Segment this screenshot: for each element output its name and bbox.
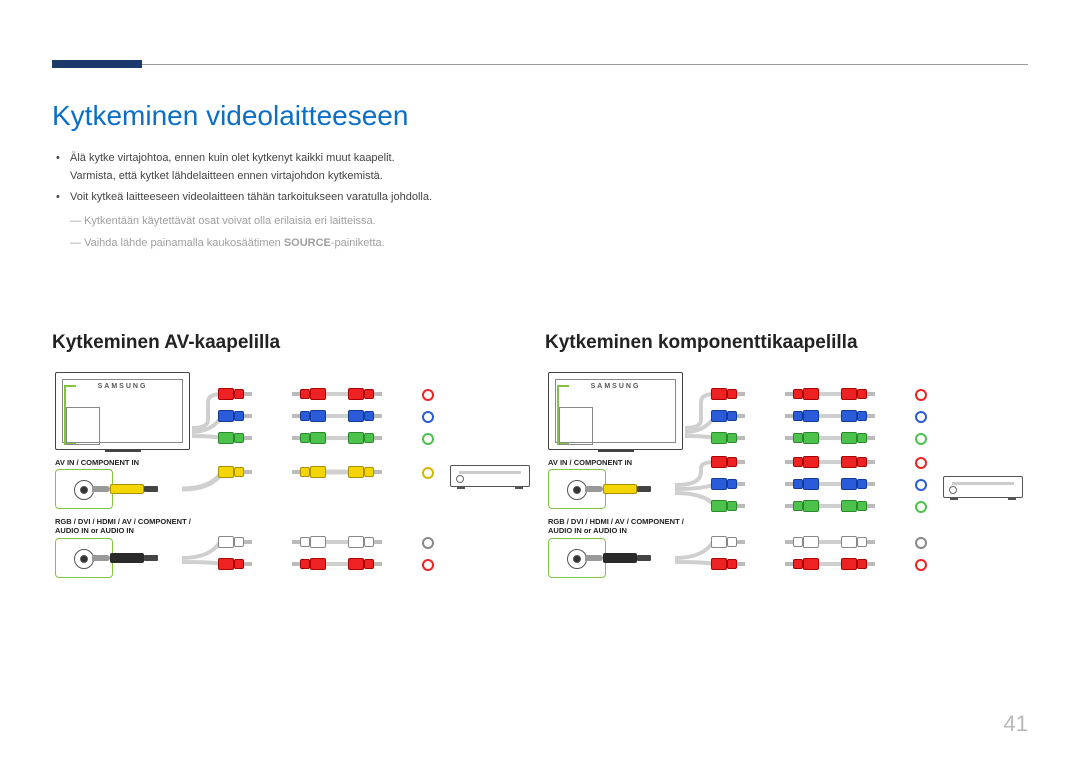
bullet-item: Voit kytkeä laitteeseen videolaitteen tä…	[52, 189, 692, 207]
rca-plug-icon	[845, 536, 875, 548]
rca-plug-icon	[292, 466, 322, 478]
port-label: RGB / DVI / HDMI / AV / COMPONENT / AUDI…	[548, 517, 698, 535]
jack-icon	[422, 433, 434, 445]
note-item: Kytkentään käytettävät osat voivat olla …	[70, 212, 710, 232]
rca-plug-icon	[715, 478, 745, 490]
jack-icon	[422, 537, 434, 549]
rca-plug-icon	[845, 500, 875, 512]
diagram-component: SAMSUNG AV IN / COMPONENT IN RGB / DVI /…	[545, 372, 1025, 592]
rca-plug-icon	[352, 536, 382, 548]
jack-icon	[422, 411, 434, 423]
jack-icon	[915, 457, 927, 469]
rca-plug-icon	[785, 388, 815, 400]
rca-plug-icon	[292, 388, 322, 400]
rca-plug-icon	[352, 558, 382, 570]
section-title: Kytkeminen AV-kaapelilla	[52, 332, 532, 354]
jack-icon	[915, 433, 927, 445]
note-text: Vaihda lähde painamalla kaukosäätimen	[84, 237, 284, 249]
rca-plug-icon	[785, 456, 815, 468]
rca-plug-icon	[715, 410, 745, 422]
rca-plug-icon	[352, 432, 382, 444]
rca-plug-icon	[715, 456, 745, 468]
rca-plug-icon	[222, 558, 252, 570]
jack-icon	[915, 389, 927, 401]
rca-plug-icon	[715, 500, 745, 512]
section-component-cable: Kytkeminen komponenttikaapelilla SAMSUNG…	[545, 332, 1025, 592]
rca-plug-icon	[785, 500, 815, 512]
rca-plug-icon	[785, 432, 815, 444]
rca-plug-icon	[785, 478, 815, 490]
rca-plug-icon	[352, 410, 382, 422]
rca-plug-icon	[222, 466, 252, 478]
jack-icon	[915, 479, 927, 491]
jack-icon	[422, 559, 434, 571]
rca-plug-icon	[222, 410, 252, 422]
rca-plug-icon	[292, 410, 322, 422]
note-bold: SOURCE	[284, 237, 331, 249]
port-label: AV IN / COMPONENT IN	[55, 458, 139, 467]
rca-plug-icon	[292, 558, 322, 570]
rca-plug-icon	[845, 558, 875, 570]
accent-bar	[52, 60, 142, 68]
jack-icon	[915, 537, 927, 549]
port-label: RGB / DVI / HDMI / AV / COMPONENT / AUDI…	[55, 517, 205, 535]
rca-plug-icon	[785, 558, 815, 570]
player-device-icon	[450, 465, 530, 487]
tv-back-icon: SAMSUNG	[55, 372, 190, 450]
diagram-av: SAMSUNG AV IN / COMPONENT IN RGB / DVI /…	[52, 372, 532, 592]
bullet-item: Älä kytke virtajohtoa, ennen kuin olet k…	[52, 150, 692, 185]
jack-icon	[422, 389, 434, 401]
jack-icon	[915, 559, 927, 571]
tv-brand-label: SAMSUNG	[98, 383, 148, 390]
rca-plug-icon	[785, 536, 815, 548]
rca-plug-icon	[715, 432, 745, 444]
rca-plug-icon	[845, 410, 875, 422]
port-label: AV IN / COMPONENT IN	[548, 458, 632, 467]
rca-plug-icon	[292, 432, 322, 444]
rca-plug-icon	[222, 432, 252, 444]
rca-plug-icon	[845, 432, 875, 444]
page-number: 41	[1004, 711, 1028, 737]
rca-plug-icon	[845, 456, 875, 468]
section-title: Kytkeminen komponenttikaapelilla	[545, 332, 1025, 354]
rca-plug-icon	[715, 388, 745, 400]
rca-plug-icon	[715, 536, 745, 548]
jack-icon	[915, 501, 927, 513]
page-title: Kytkeminen videolaitteeseen	[52, 100, 408, 132]
rca-plug-icon	[292, 536, 322, 548]
rca-plug-icon	[715, 558, 745, 570]
note-text: Kytkentään käytettävät osat voivat olla …	[84, 215, 376, 227]
rca-plug-icon	[222, 536, 252, 548]
jack-icon	[915, 411, 927, 423]
rca-plug-icon	[222, 388, 252, 400]
tv-brand-label: SAMSUNG	[591, 383, 641, 390]
rca-plug-icon	[845, 478, 875, 490]
note-item: Vaihda lähde painamalla kaukosäätimen SO…	[70, 234, 710, 254]
rca-plug-icon	[352, 466, 382, 478]
rca-plug-icon	[845, 388, 875, 400]
section-av-cable: Kytkeminen AV-kaapelilla SAMSUNG AV IN /…	[52, 332, 532, 592]
tv-back-icon: SAMSUNG	[548, 372, 683, 450]
rca-plug-icon	[352, 388, 382, 400]
note-list: Kytkentään käytettävät osat voivat olla …	[70, 212, 710, 256]
jack-icon	[422, 467, 434, 479]
rca-plug-icon	[785, 410, 815, 422]
bullet-list: Älä kytke virtajohtoa, ennen kuin olet k…	[52, 150, 692, 211]
note-text: -painiketta.	[331, 237, 385, 249]
horizontal-rule	[52, 64, 1028, 65]
player-device-icon	[943, 476, 1023, 498]
